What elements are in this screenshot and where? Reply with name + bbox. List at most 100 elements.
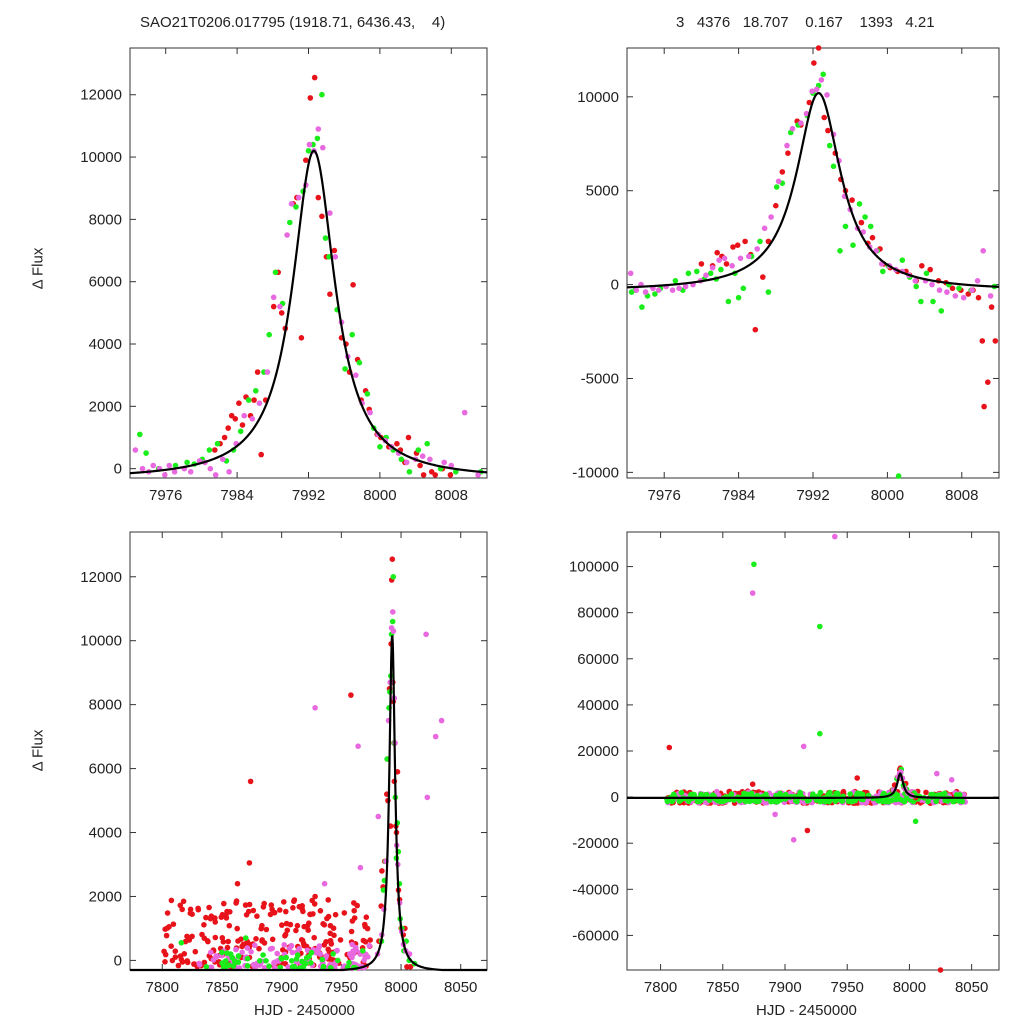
data-point-magenta bbox=[321, 880, 328, 887]
data-point-red bbox=[290, 905, 296, 911]
data-point-green bbox=[876, 798, 882, 804]
data-point-red bbox=[348, 692, 354, 698]
data-point-green bbox=[950, 798, 956, 805]
x-tick-label: 7800 bbox=[146, 979, 179, 996]
data-point-red bbox=[168, 897, 175, 904]
data-point-red bbox=[242, 902, 249, 908]
data-point-magenta bbox=[403, 459, 410, 466]
data-point-magenta bbox=[800, 743, 807, 750]
data-point-red bbox=[284, 927, 291, 934]
x-tick-label: 7984 bbox=[722, 487, 755, 504]
data-point-green bbox=[735, 294, 742, 301]
data-point-magenta bbox=[729, 263, 735, 269]
y-axis-label-bottom-left: Δ Flux bbox=[29, 729, 47, 772]
x-tick-label: 8008 bbox=[435, 487, 468, 504]
data-point-green bbox=[852, 797, 858, 804]
data-point-magenta bbox=[423, 631, 429, 638]
data-point-red bbox=[869, 234, 876, 241]
data-point-red bbox=[331, 247, 338, 254]
data-point-magenta bbox=[390, 609, 396, 615]
data-point-magenta bbox=[633, 287, 640, 294]
data-point-green bbox=[741, 790, 747, 797]
data-point-magenta bbox=[220, 456, 226, 463]
data-point-red bbox=[291, 898, 297, 905]
data-point-red bbox=[223, 915, 230, 921]
x-axis-label-bottom-right: HJD - 2450000 bbox=[756, 1002, 857, 1019]
data-point-green bbox=[862, 214, 868, 220]
data-point-red bbox=[269, 936, 276, 943]
data-point-red bbox=[281, 899, 287, 905]
data-point-green bbox=[356, 359, 363, 366]
plot-frame-bottom-left bbox=[129, 531, 488, 971]
y-tick-label: 0 bbox=[611, 789, 619, 806]
data-point-red bbox=[351, 915, 358, 921]
data-point-red bbox=[315, 194, 322, 201]
data-point-red bbox=[325, 946, 332, 953]
data-point-red bbox=[279, 922, 285, 928]
data-point-green bbox=[925, 798, 931, 805]
data-point-red bbox=[324, 915, 330, 922]
y-tick-label: 40000 bbox=[577, 697, 619, 714]
data-point-green bbox=[783, 791, 789, 798]
data-point-magenta bbox=[746, 253, 752, 260]
data-point-magenta bbox=[432, 733, 439, 740]
y-tick-label: 20000 bbox=[577, 743, 619, 760]
data-point-magenta bbox=[987, 293, 994, 299]
data-point-magenta bbox=[912, 278, 919, 284]
data-point-red bbox=[949, 285, 956, 292]
y-tick-label: 12000 bbox=[80, 87, 122, 104]
data-point-green bbox=[289, 964, 296, 970]
data-point-green bbox=[765, 289, 772, 295]
data-point-red bbox=[363, 914, 370, 920]
data-point-green bbox=[406, 469, 413, 475]
y-tick-label: 10000 bbox=[577, 89, 619, 106]
data-point-red bbox=[201, 922, 207, 928]
data-point-magenta bbox=[390, 628, 397, 634]
data-point-magenta bbox=[274, 950, 281, 957]
data-point-red bbox=[312, 893, 318, 900]
data-point-red bbox=[407, 964, 414, 970]
data-point-green bbox=[398, 456, 405, 463]
data-point-red bbox=[299, 903, 306, 909]
data-point-red bbox=[981, 403, 987, 410]
x-tick-label: 7950 bbox=[325, 979, 358, 996]
y-tick-label: 8000 bbox=[89, 211, 122, 228]
data-point-green bbox=[229, 954, 236, 961]
data-point-magenta bbox=[642, 289, 649, 295]
data-point-magenta bbox=[761, 225, 768, 232]
data-point-red bbox=[305, 927, 312, 933]
data-point-red bbox=[258, 925, 265, 932]
data-point-red bbox=[367, 937, 374, 943]
data-point-green bbox=[272, 269, 279, 276]
data-point-red bbox=[330, 925, 337, 931]
data-point-red bbox=[840, 788, 847, 795]
data-point-red bbox=[698, 261, 705, 267]
x-tick-label: 8000 bbox=[363, 487, 396, 504]
data-point-red bbox=[233, 900, 239, 906]
data-point-green bbox=[830, 163, 837, 170]
data-point-red bbox=[350, 282, 356, 288]
data-point-green bbox=[314, 135, 321, 142]
data-point-green bbox=[260, 952, 266, 958]
data-point-green bbox=[883, 798, 889, 805]
data-point-magenta bbox=[438, 717, 445, 724]
data-point-green bbox=[696, 798, 703, 805]
data-point-green bbox=[826, 798, 833, 804]
data-point-red bbox=[267, 911, 274, 918]
plot-title-left: SAO21T0206.017795 (1918.71, 6436.43, 4) bbox=[140, 14, 446, 31]
data-point-magenta bbox=[281, 942, 288, 948]
y-tick-label: 0 bbox=[114, 952, 122, 969]
data-point-magenta bbox=[264, 369, 271, 375]
data-point-magenta bbox=[271, 960, 277, 967]
data-point-red bbox=[321, 942, 328, 948]
data-point-green bbox=[377, 444, 383, 450]
data-point-red bbox=[806, 99, 813, 106]
data-point-magenta bbox=[772, 811, 778, 818]
fit-curve-bottom-left bbox=[130, 635, 487, 972]
x-tick-label: 7992 bbox=[796, 487, 829, 504]
data-point-red bbox=[162, 951, 169, 958]
data-point-red bbox=[221, 434, 228, 441]
plot-frame-top-right bbox=[626, 47, 1000, 479]
data-point-green bbox=[822, 798, 828, 805]
data-point-magenta bbox=[737, 255, 744, 262]
